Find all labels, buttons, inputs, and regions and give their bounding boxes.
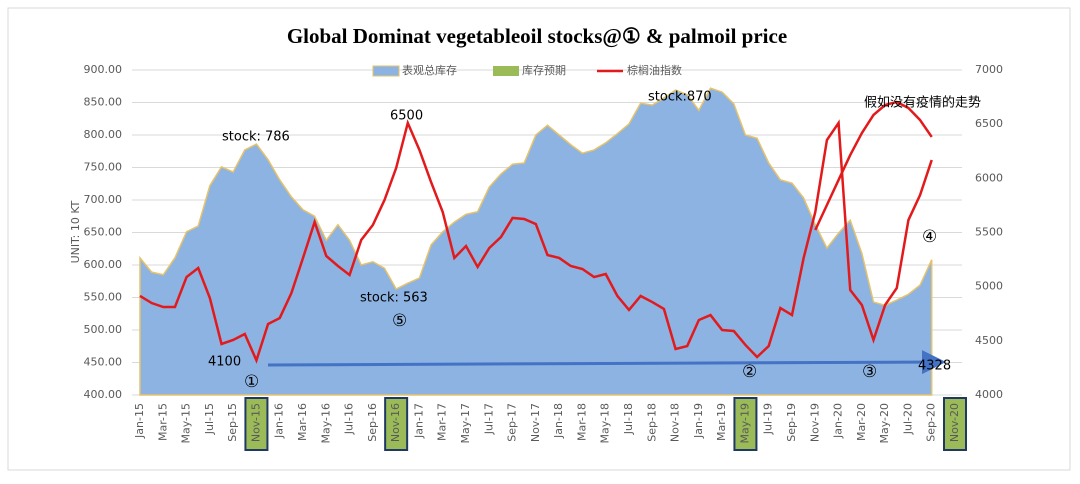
x-tick-label: Mar-20 <box>855 403 868 441</box>
highlight-box <box>244 397 269 451</box>
y-tick-label: 850.00 <box>84 96 123 109</box>
y2-tick-label: 5500 <box>975 226 1003 239</box>
annotation: stock: 786 <box>222 130 290 145</box>
highlight-box <box>733 397 758 451</box>
y-tick-label: 700.00 <box>84 193 123 206</box>
x-tick-label: Jul-19 <box>762 403 775 435</box>
x-tick-label: Sep-19 <box>785 403 798 442</box>
legend-label: 库存预期 <box>522 63 566 77</box>
x-tick-label: Jan-15 <box>133 403 146 439</box>
annotation: 4328 <box>918 359 951 374</box>
trend-label: 假如没有疫情的走势 <box>864 95 981 111</box>
y2-tick-label: 6000 <box>975 171 1003 184</box>
y-tick-label: 450.00 <box>84 356 123 369</box>
x-tick-label: Jan-19 <box>692 403 705 439</box>
annotation: 4100 <box>208 355 241 370</box>
x-tick-label: Mar-17 <box>436 403 449 441</box>
x-tick-label: Nov-16 <box>389 403 402 442</box>
line <box>139 119 933 364</box>
x-tick-label: Jul-16 <box>343 403 356 435</box>
x-tick-label: May-17 <box>459 403 472 444</box>
x-tick-label: Jan-17 <box>412 403 425 439</box>
x-tick-label: May-15 <box>180 403 193 444</box>
highlight-box <box>384 397 409 451</box>
annotation: stock:870 <box>648 90 712 105</box>
y2-tick-label: 4000 <box>975 388 1003 401</box>
highlight-box <box>943 397 967 451</box>
annotation: stock: 563 <box>360 291 428 306</box>
y2-tick-label: 6500 <box>975 117 1003 130</box>
x-tick-label: Mar-16 <box>296 403 309 441</box>
y-tick-label: 500.00 <box>84 323 123 336</box>
x-tick-label: Sep-15 <box>226 403 239 442</box>
x-tick-label: May-19 <box>738 403 751 444</box>
legend-swatch <box>493 66 519 76</box>
x-tick-label: Nov-17 <box>529 403 542 442</box>
x-tick-label: May-16 <box>319 403 332 444</box>
x-tick-label: Jul-15 <box>203 403 216 435</box>
x-tick-label: May-20 <box>878 403 891 444</box>
x-tick-label: Mar-15 <box>156 403 169 441</box>
x-tick-label: Sep-20 <box>925 403 938 442</box>
x-tick-label: Jan-20 <box>832 403 845 439</box>
x-tick-label: Mar-18 <box>575 403 588 441</box>
y-tick-label: 750.00 <box>84 161 123 174</box>
y-tick-label: 800.00 <box>84 128 123 141</box>
annotation: ② <box>742 362 757 382</box>
annotation: ⑤ <box>392 311 407 331</box>
x-tick-label: Nov-18 <box>669 403 682 442</box>
x-tick-label: Sep-17 <box>506 403 519 442</box>
x-tick-label: Jul-20 <box>901 403 914 435</box>
y2-tick-label: 5000 <box>975 280 1003 293</box>
chart-title: Global Dominat vegetableoil stocks@① & p… <box>287 24 787 48</box>
trend-line <box>814 100 933 231</box>
annotation: ④ <box>922 227 937 247</box>
x-tick-label: Sep-18 <box>645 403 658 442</box>
legend-label: 表观总库存 <box>402 63 457 77</box>
legend-swatch <box>372 65 400 77</box>
x-tick-label: Nov-19 <box>808 403 821 442</box>
y-axis-label: UNIT: 10 KT <box>69 200 82 263</box>
legend-label: 棕榈油指数 <box>627 63 682 77</box>
y-tick-label: 900.00 <box>84 63 123 76</box>
y-tick-label: 650.00 <box>84 226 123 239</box>
y-tick-label: 550.00 <box>84 291 123 304</box>
y2-tick-label: 7000 <box>975 63 1003 76</box>
annotation: ① <box>244 372 259 392</box>
x-tick-label: Nov-20 <box>948 403 961 442</box>
x-tick-label: Mar-19 <box>715 403 728 441</box>
x-tick-label: May-18 <box>599 403 612 444</box>
x-tick-label: Jul-18 <box>622 403 635 435</box>
annotation: 6500 <box>390 109 423 124</box>
x-tick-label: Jul-17 <box>482 403 495 435</box>
x-tick-label: Jan-16 <box>273 403 286 439</box>
x-tick-label: Nov-15 <box>249 403 262 442</box>
y-tick-label: 600.00 <box>84 258 123 271</box>
arrow <box>267 350 946 375</box>
y2-tick-label: 4500 <box>975 334 1003 347</box>
x-tick-label: Jan-18 <box>552 403 565 439</box>
x-tick-label: Sep-16 <box>366 403 379 442</box>
annotation: ③ <box>862 362 877 382</box>
y-tick-label: 400.00 <box>84 388 123 401</box>
